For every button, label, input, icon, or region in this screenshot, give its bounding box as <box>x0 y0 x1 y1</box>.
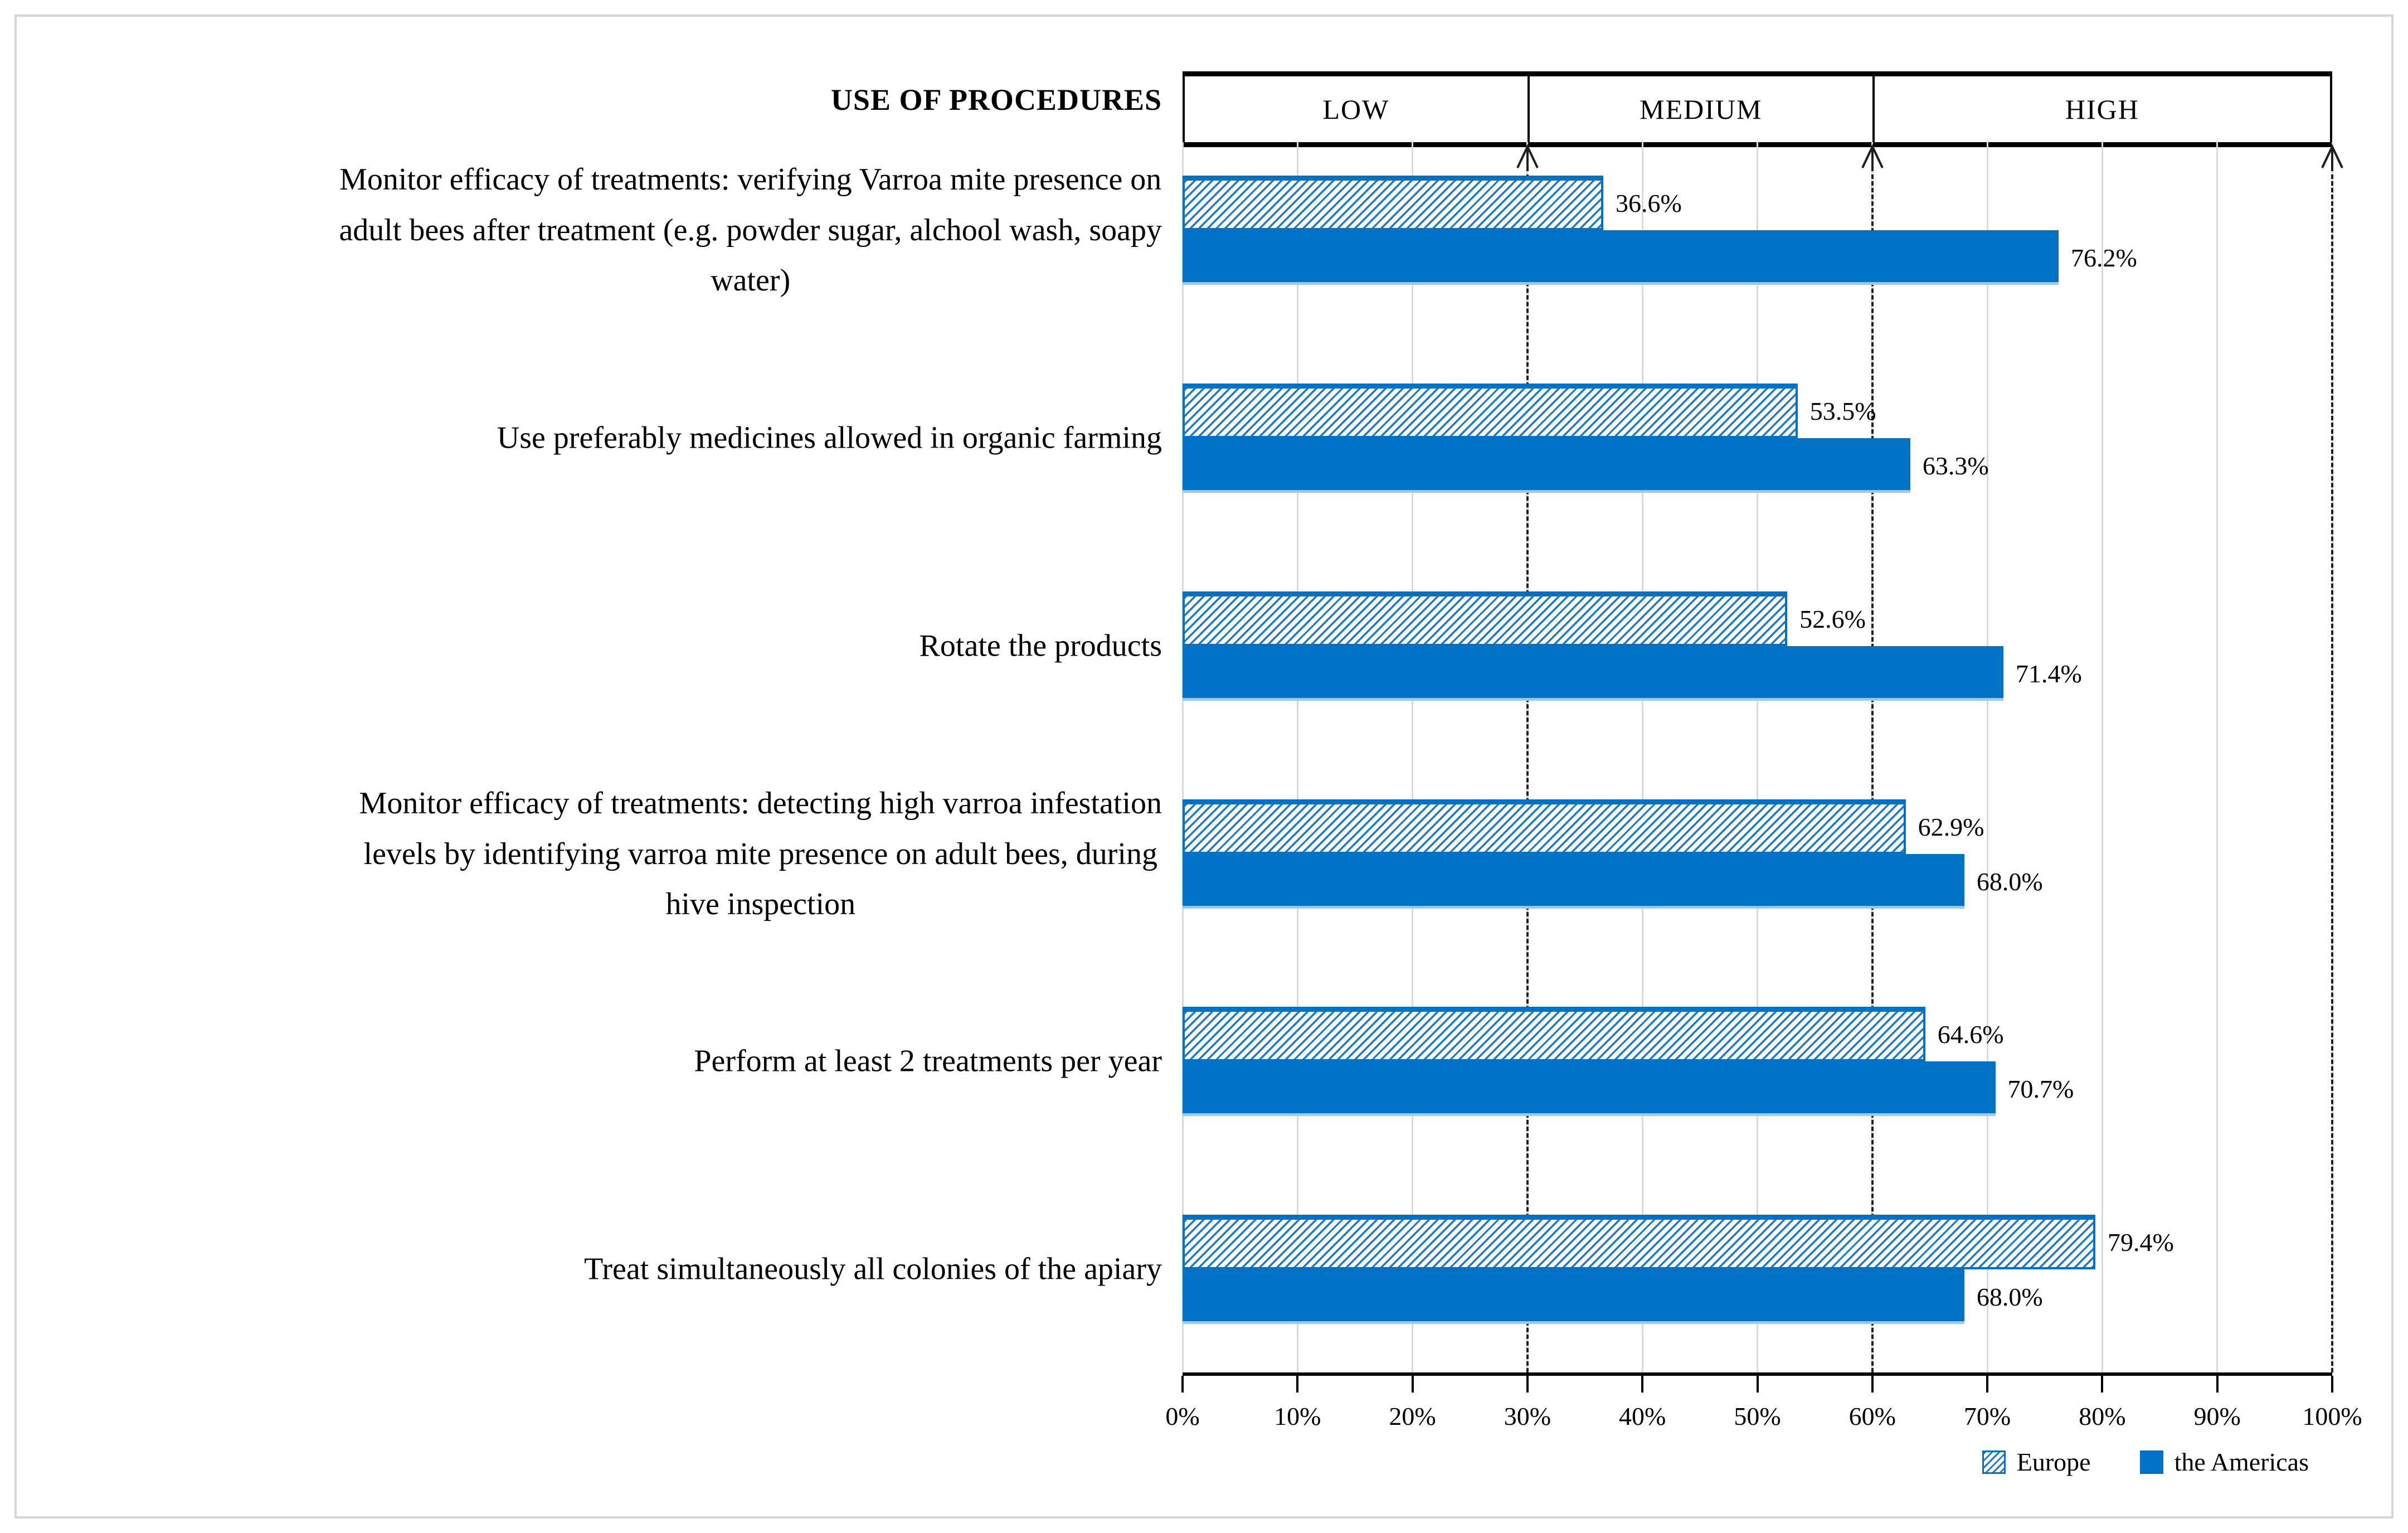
axis-tick <box>1181 1376 1184 1393</box>
bar-value-label: 68.0% <box>1976 867 2043 896</box>
bar-value-label: 52.6% <box>1799 604 1866 633</box>
axis-tick <box>1411 1376 1414 1393</box>
legend-label: the Americas <box>2174 1448 2309 1476</box>
category-label-text: Perform at least 2 treatments per year <box>694 1044 1162 1079</box>
axis-tick-label: 80% <box>2079 1402 2126 1430</box>
figure-frame <box>14 14 2394 1519</box>
gridline <box>1181 142 1184 1372</box>
bar-group: 53.5% 63.3% <box>1183 384 2332 493</box>
bar-value-label: 68.0% <box>1976 1282 2043 1311</box>
category-label: Rotate the products <box>27 621 1162 672</box>
bar-solid <box>1183 854 1964 909</box>
bar-value-label: 79.4% <box>2108 1228 2174 1257</box>
legend: Europe the Americas <box>1982 1447 2309 1477</box>
x-axis: 0% 10% 20% 30% 40% 50% 60% 70% 80% 90% 100% <box>1165 1372 2362 1471</box>
axis-tick-label: 40% <box>1619 1402 1666 1430</box>
category-label-text: Use preferably medicines allowed in orga… <box>497 420 1162 455</box>
legend-swatch-solid-icon <box>2139 1450 2163 1474</box>
gridline <box>1412 142 1414 1372</box>
category-label-text: Monitor efficacy of treatments: detectin… <box>359 785 1162 922</box>
reference-line-100 <box>2331 174 2333 1372</box>
plot-area: 36.6% 76.2% 53.5% 63.3% 52.6% 71.4% 62.9% 68.0%… <box>1181 142 2343 1372</box>
category-label: Treat simultaneously all colonies of the… <box>27 1244 1162 1295</box>
zone-box-high: HIGH <box>1872 76 2332 142</box>
bar-solid <box>1183 646 2003 701</box>
bar-group: 52.6% 71.4% <box>1183 591 2332 701</box>
axis-tick <box>2331 1376 2333 1393</box>
legend-item-solid: the Americas <box>2139 1447 2309 1477</box>
zone-box-medium: MEDIUM <box>1527 76 1872 142</box>
bar-hatched <box>1183 1007 1925 1061</box>
category-label: Perform at least 2 treatments per year <box>27 1036 1162 1087</box>
zone-box-low: LOW <box>1183 76 1528 142</box>
category-label-text: Rotate the products <box>919 628 1162 663</box>
bar-hatched <box>1183 591 1788 646</box>
axis-tick-label: 50% <box>1734 1402 1781 1430</box>
axis-tick-label: 0% <box>1165 1402 1200 1430</box>
up-arrow-icon <box>1515 143 1540 174</box>
bar-solid <box>1183 230 2059 285</box>
category-labels: Monitor efficacy of treatments: verifyin… <box>27 0 1162 1533</box>
reference-line-60 <box>1871 174 1874 1372</box>
gridline <box>1641 142 1643 1372</box>
bar-value-label: 70.7% <box>2007 1074 2074 1103</box>
legend-label: Europe <box>2016 1448 2091 1476</box>
axis-tick-label: 90% <box>2193 1402 2241 1430</box>
legend-swatch-hatched-icon <box>1982 1450 2006 1474</box>
bar-group: 64.6% 70.7% <box>1183 1007 2332 1116</box>
gridline <box>1296 142 1298 1372</box>
bar-value-label: 53.5% <box>1809 396 1876 425</box>
category-label-text: Treat simultaneously all colonies of the… <box>584 1251 1162 1287</box>
bar-group: 62.9% 68.0% <box>1183 799 2332 909</box>
category-label: Use preferably medicines allowed in orga… <box>27 413 1162 464</box>
chart-title: USE OF PROCEDURES <box>830 83 1162 117</box>
bar-solid <box>1183 1061 1996 1116</box>
up-arrow-icon <box>1860 143 1885 174</box>
bar-value-label: 64.6% <box>1937 1020 2004 1049</box>
axis-tick <box>2101 1376 2104 1393</box>
category-label-text: Monitor efficacy of treatments: verifyin… <box>339 162 1162 298</box>
bar-solid <box>1183 438 1910 493</box>
bar-value-label: 36.6% <box>1616 188 1682 217</box>
zone-header: LOW MEDIUM HIGH <box>1183 71 2332 147</box>
bar-group: 79.4% 68.0% <box>1183 1215 2332 1324</box>
gridline <box>1986 142 1988 1372</box>
axis-tick <box>1526 1376 1529 1393</box>
bar-value-label: 63.3% <box>1922 451 1989 480</box>
bar-group: 36.6% 76.2% <box>1183 176 2332 285</box>
up-arrow-icon <box>2320 143 2344 174</box>
bar-hatched <box>1183 176 1604 230</box>
category-label: Monitor efficacy of treatments: verifyin… <box>27 154 1162 306</box>
reference-line-30 <box>1526 174 1529 1372</box>
legend-item-hatched: Europe <box>1982 1447 2091 1477</box>
axis-tick-label: 60% <box>1848 1402 1896 1430</box>
axis-tick-label: 70% <box>1963 1402 2011 1430</box>
axis-tick <box>1986 1376 1989 1393</box>
axis-tick <box>1296 1376 1299 1393</box>
bar-value-label: 76.2% <box>2071 243 2137 272</box>
gridline <box>1757 142 1758 1372</box>
axis-tick-label: 100% <box>2302 1402 2362 1430</box>
axis-tick <box>1756 1376 1759 1393</box>
bar-value-label: 62.9% <box>1918 812 1984 841</box>
gridline <box>2216 142 2219 1372</box>
bar-hatched <box>1183 799 1906 854</box>
bar-value-label: 71.4% <box>2015 659 2082 688</box>
bar-hatched <box>1183 384 1798 438</box>
axis-tick-label: 30% <box>1504 1402 1551 1430</box>
gridline <box>2101 142 2103 1372</box>
bar-solid <box>1183 1269 1964 1324</box>
axis-tick-label: 20% <box>1389 1402 1436 1430</box>
axis-tick-label: 10% <box>1274 1402 1321 1430</box>
axis-tick <box>1871 1376 1874 1393</box>
category-label: Monitor efficacy of treatments: detectin… <box>27 778 1162 930</box>
axis-tick <box>2216 1376 2219 1393</box>
bar-hatched <box>1183 1215 2096 1269</box>
axis-tick <box>1641 1376 1644 1393</box>
